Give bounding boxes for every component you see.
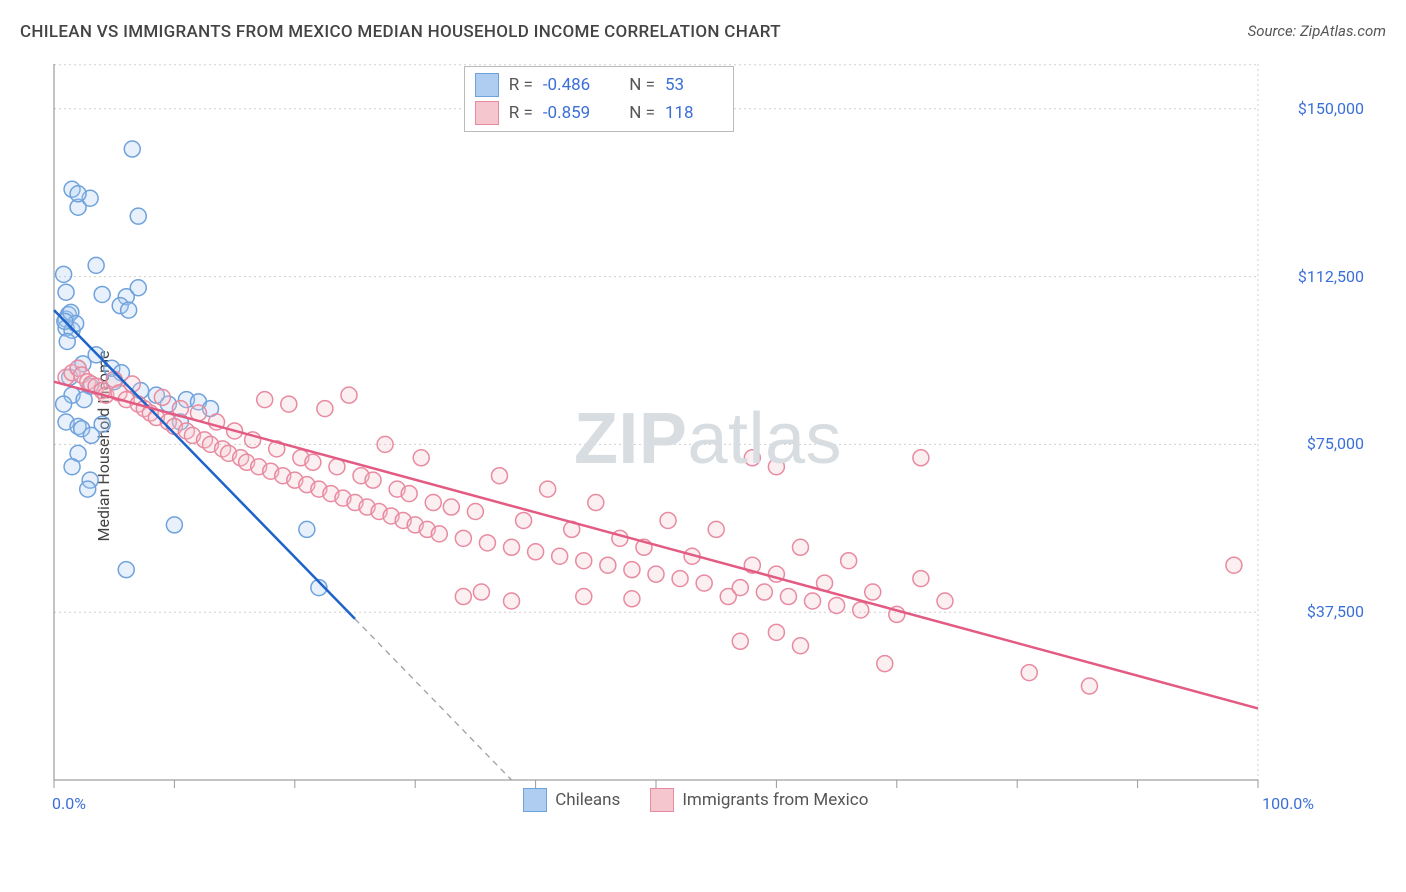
- y-tick-label: $112,500: [1298, 267, 1364, 286]
- legend-label: Immigrants from Mexico: [682, 790, 868, 810]
- legend-item: Immigrants from Mexico: [650, 788, 868, 812]
- legend-swatch: [523, 788, 547, 812]
- y-tick-label: $150,000: [1298, 99, 1364, 118]
- corr-N-value: 118: [665, 103, 723, 123]
- plot-area: ZIPatlas $37,500$75,000$112,500$150,000 …: [48, 60, 1368, 818]
- corr-R-label: R =: [509, 75, 533, 95]
- source-name: ZipAtlas.com: [1300, 22, 1386, 40]
- chart-svg: [48, 60, 1368, 818]
- correlation-row: R = -0.859 N = 118: [473, 99, 725, 127]
- series-legend: Chileans Immigrants from Mexico: [523, 788, 868, 812]
- y-tick-label: $75,000: [1307, 434, 1364, 453]
- legend-item: Chileans: [523, 788, 620, 812]
- legend-swatch: [475, 73, 499, 97]
- legend-swatch: [650, 788, 674, 812]
- corr-R-value: -0.859: [543, 103, 601, 123]
- legend-label: Chileans: [555, 790, 620, 810]
- y-tick-label: $37,500: [1307, 602, 1364, 621]
- x-right-label: 100.0%: [1262, 794, 1314, 813]
- source-label: Source: ZipAtlas.com: [1248, 22, 1386, 40]
- x-left-label: 0.0%: [52, 794, 86, 813]
- correlation-legend: R = -0.486 N = 53 R = -0.859 N = 118: [464, 66, 734, 132]
- corr-R-value: -0.486: [543, 75, 601, 95]
- corr-N-label: N =: [629, 75, 655, 95]
- corr-N-label: N =: [629, 103, 655, 123]
- corr-R-label: R =: [509, 103, 533, 123]
- chart-title: CHILEAN VS IMMIGRANTS FROM MEXICO MEDIAN…: [20, 22, 781, 42]
- corr-N-value: 53: [665, 75, 723, 95]
- correlation-row: R = -0.486 N = 53: [473, 71, 725, 99]
- source-prefix: Source:: [1248, 22, 1300, 40]
- legend-swatch: [475, 101, 499, 125]
- chart-container: CHILEAN VS IMMIGRANTS FROM MEXICO MEDIAN…: [0, 0, 1406, 892]
